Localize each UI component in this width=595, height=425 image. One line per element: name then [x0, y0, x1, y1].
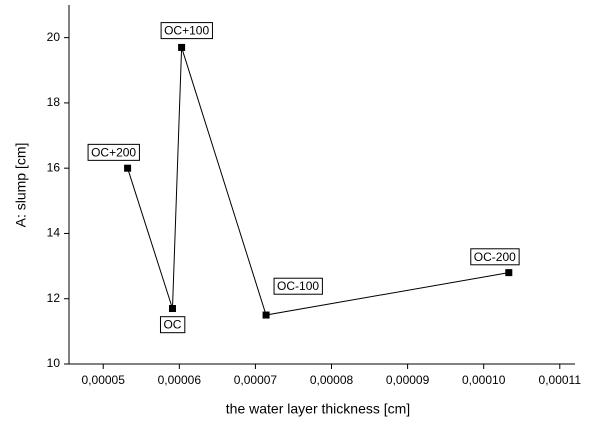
point-label-box [159, 316, 186, 334]
y-tick-label: 16 [47, 160, 61, 174]
point-label: OC-200 [474, 250, 516, 264]
x-axis-title: the water layer thickness [cm] [226, 401, 410, 417]
x-tick-label: 0,00010 [462, 373, 506, 387]
y-tick-label: 10 [47, 356, 61, 370]
data-point [124, 164, 132, 172]
x-tick-label: 0,00007 [234, 373, 278, 387]
point-label-box [470, 248, 520, 266]
data-point [262, 311, 270, 319]
y-tick-label: 14 [47, 226, 61, 240]
point-label-box [87, 143, 140, 161]
point-label: OC [163, 318, 181, 332]
point-label-box [160, 22, 213, 40]
point-label: OC+200 [91, 145, 136, 159]
point-label: OC+100 [164, 24, 209, 38]
point-label: OC-100 [277, 279, 319, 293]
y-axis-title: A: slump [cm] [13, 143, 29, 228]
data-line [127, 47, 509, 316]
x-tick-label: 0,00008 [310, 373, 354, 387]
y-tick-label: 18 [47, 95, 61, 109]
x-tick-label: 0,00005 [82, 373, 126, 387]
x-tick-label: 0,00011 [539, 373, 582, 387]
data-point [168, 305, 176, 313]
x-tick-label: 0,00006 [158, 373, 202, 387]
y-tick-label: 20 [47, 30, 61, 44]
x-tick-label: 0,00009 [386, 373, 430, 387]
y-tick-label: 12 [47, 291, 61, 305]
data-point [178, 43, 186, 51]
data-point [505, 269, 513, 277]
point-label-box [273, 277, 323, 295]
